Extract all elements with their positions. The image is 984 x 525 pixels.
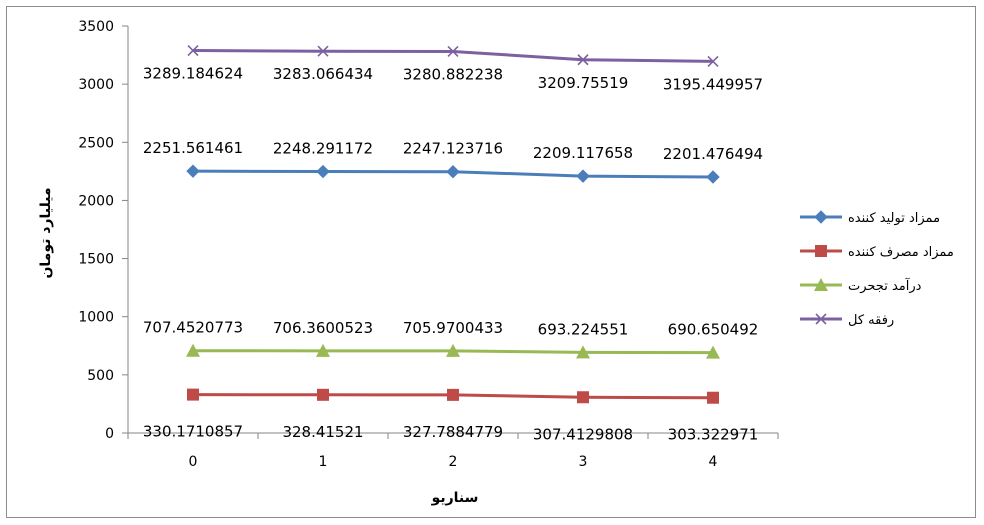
y-axis-title: ميليارد تومان [38,187,54,278]
y-tick-label: 3000 [78,77,114,93]
legend-label: ممزاد توليد كننده [848,211,940,226]
data-label: 2251.561461 [143,139,243,157]
series-2 [186,343,720,359]
data-label: 3289.184624 [143,65,243,83]
legend-marker [815,245,827,257]
data-label: 327.7884779 [403,423,503,441]
y-tick-label: 3500 [78,19,114,35]
data-label: 705.9700433 [403,319,503,337]
y-tick-label: 500 [87,368,114,384]
data-label: 2247.123716 [403,140,503,158]
legend-item: درآمد تجحرت [800,277,922,294]
x-tick-label: 2 [449,454,458,470]
data-label: 3209.75519 [538,74,629,92]
data-point [576,169,590,183]
x-tick-label: 1 [319,454,328,470]
data-label: 2201.476494 [663,145,763,163]
legend-marker [814,278,828,291]
legend: ممزاد توليد كننده ممزاد مصرف كننده درآمد ت… [800,210,954,328]
legend-item: ممزاد توليد كننده [800,210,940,226]
legend-item: رفقه كل [800,313,894,328]
data-point [577,391,589,404]
data-point [446,343,460,357]
data-label: 303.322971 [668,426,759,444]
data-point [707,55,719,67]
data-label: 307.4129808 [533,425,633,443]
data-point [576,345,590,359]
data-point [447,388,459,401]
legend-label: درآمد تجحرت [848,277,922,294]
series-1 [187,388,719,404]
data-point [577,54,589,66]
data-point [706,345,720,359]
data-point [707,391,719,404]
x-tick-label: 4 [709,454,718,470]
data-point [317,388,329,401]
data-point [706,170,720,184]
y-tick-label: 0 [105,426,114,442]
data-label: 3195.449957 [663,75,763,93]
data-point [187,44,199,57]
legend-marker [815,313,827,325]
data-label: 3280.882238 [403,65,503,83]
axes: 0 500 1000 1500 2000 2500 3000 3500 0 1 2 3 4 [78,19,779,470]
data-point [317,45,329,57]
data-point [186,343,200,357]
data-label: 707.4520773 [143,319,243,337]
y-tick-label: 1000 [78,310,114,326]
data-label: 328.41521 [282,423,363,441]
data-point [316,164,330,179]
data-label: 2248.291172 [273,140,373,158]
data-point [447,45,459,58]
data-label: 690.650492 [668,321,759,339]
data-labels: 2251.561461 2248.291172 2247.123716 2209.11… [143,65,763,444]
data-label: 330.1710857 [143,423,243,441]
data-point [446,164,460,179]
data-label: 3283.066434 [273,65,373,83]
data-label: 2209.117658 [533,144,633,162]
y-tick-label: 2000 [78,193,114,209]
series-layer [186,44,720,404]
data-label: 693.224551 [538,320,629,338]
x-tick-label: 3 [579,454,588,470]
y-tick-label: 2500 [78,135,114,151]
legend-marker [814,210,828,224]
data-label: 706.3600523 [273,319,373,337]
y-tick-label: 1500 [78,252,114,268]
legend-item: ممزاد مصرف كننده [800,245,954,260]
legend-label: ممزاد مصرف كننده [848,245,954,260]
x-tick-label: 0 [189,454,198,470]
series-3 [187,44,719,67]
data-point [316,343,330,357]
x-axis-title: سناريو [431,490,479,506]
series-0 [186,164,720,184]
data-point [186,164,200,178]
data-point [187,388,199,401]
legend-label: رفقه كل [848,313,894,328]
